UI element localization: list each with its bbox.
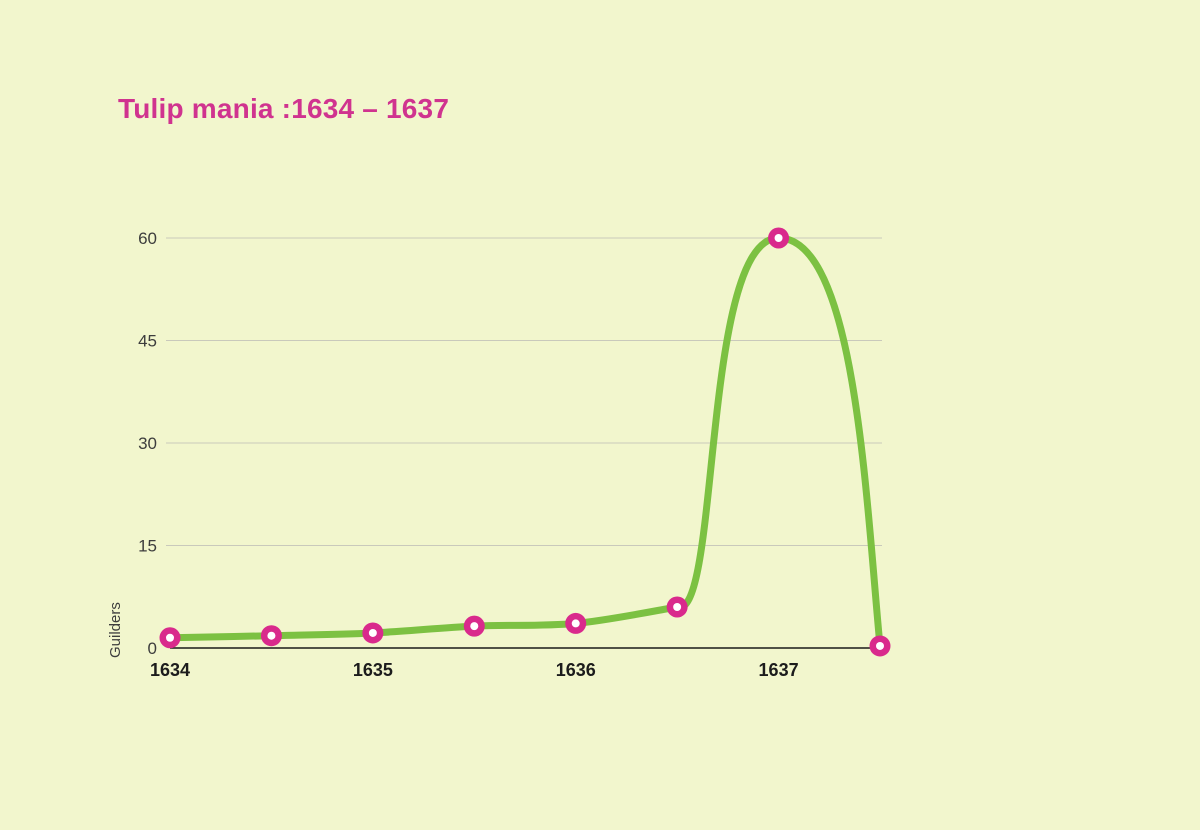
data-point-marker-center (571, 619, 580, 628)
data-point-marker-center (470, 622, 479, 631)
data-point-marker-center (876, 641, 884, 650)
tick-labels-layer: 0 15 30 45 60 1634 1635 1636 1637 Guilders (107, 229, 799, 680)
x-tick-label: 1637 (759, 660, 799, 680)
markers-layer (159, 227, 891, 657)
y-tick-label: 30 (138, 434, 157, 453)
y-tick-label: 60 (138, 229, 157, 248)
y-axis-title: Guilders (107, 602, 124, 658)
data-point-marker-center (267, 631, 276, 640)
data-point-marker-center (166, 633, 174, 642)
series-layer (166, 234, 884, 650)
data-point-marker-center (368, 628, 377, 637)
y-tick-label: 0 (148, 639, 157, 658)
data-point-marker-center (673, 603, 682, 611)
x-tick-label: 1636 (556, 660, 596, 680)
y-tick-label: 15 (138, 537, 157, 556)
chart-title: Tulip mania :1634 – 1637 (118, 93, 450, 124)
x-tick-label: 1634 (150, 660, 190, 680)
price-line (166, 234, 884, 650)
y-tick-label: 45 (138, 332, 157, 351)
gridlines-layer (166, 237, 882, 546)
x-tick-label: 1635 (353, 660, 393, 680)
data-point-marker-center (774, 234, 783, 242)
